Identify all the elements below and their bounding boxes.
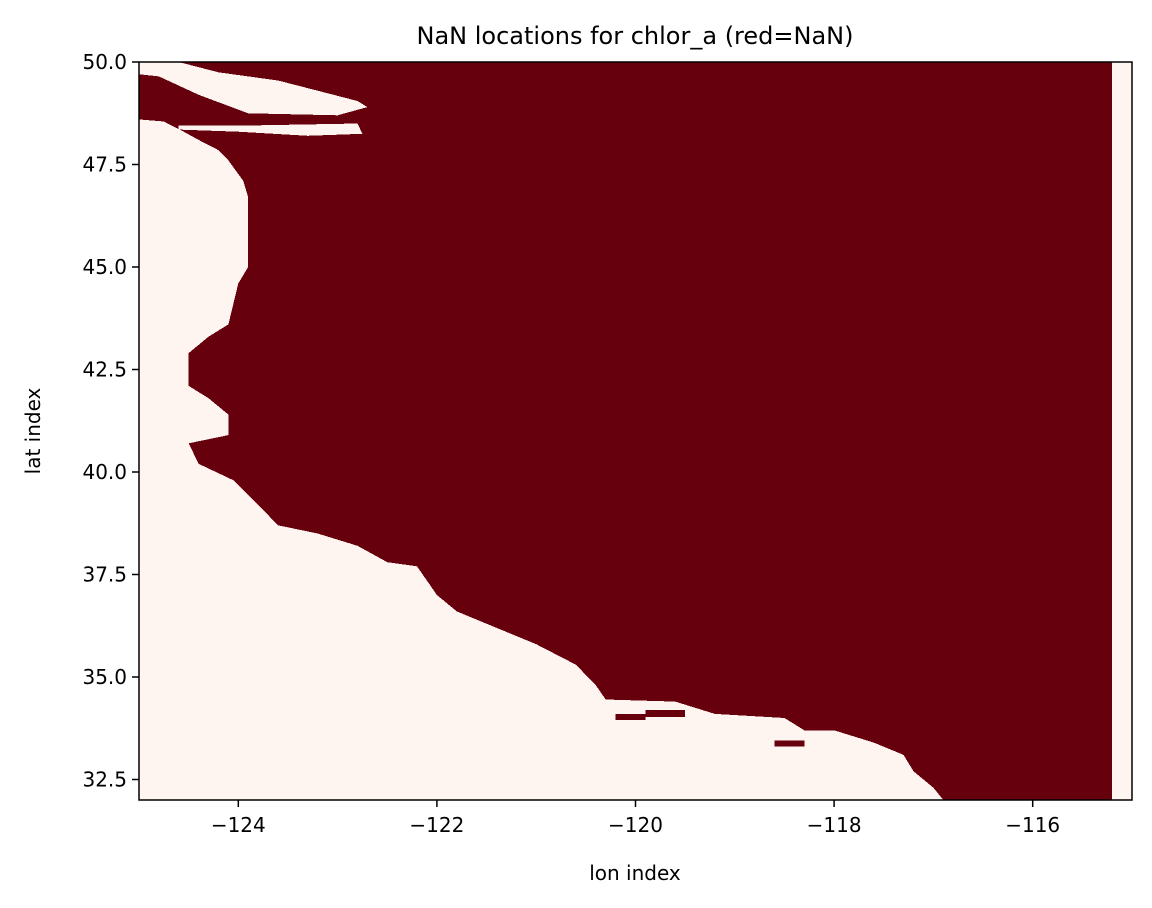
- nan-island: [645, 709, 686, 717]
- valid-patch: [238, 199, 249, 214]
- nan-island: [774, 740, 805, 747]
- plot-area: [139, 62, 1132, 800]
- y-tick-label: 42.5: [82, 358, 127, 382]
- x-tick-label: −116: [1005, 813, 1060, 837]
- x-tick-label: −120: [608, 813, 663, 837]
- y-tick-label: 47.5: [82, 153, 127, 177]
- y-tick-label: 37.5: [82, 563, 127, 587]
- y-tick-label: 50.0: [82, 50, 127, 74]
- y-axis-label: lat index: [21, 387, 45, 474]
- nan-island: [178, 121, 219, 125]
- x-axis: −124 −122 −120 −118 −116: [211, 800, 1060, 837]
- x-axis-label: lon index: [589, 861, 681, 885]
- x-tick-label: −122: [409, 813, 464, 837]
- y-tick-label: 32.5: [82, 768, 127, 792]
- y-tick-label: 45.0: [82, 255, 127, 279]
- valid-patch: [139, 62, 368, 116]
- x-tick-label: −118: [807, 813, 862, 837]
- chart-title: NaN locations for chlor_a (red=NaN): [417, 22, 854, 50]
- y-axis: 32.5 35.0 37.5 40.0 42.5 45.0 47.5 50.0: [82, 50, 139, 792]
- nan-island: [615, 713, 646, 720]
- x-tick-label: −124: [211, 813, 266, 837]
- valid-patch: [178, 123, 363, 136]
- y-tick-label: 40.0: [82, 460, 127, 484]
- y-tick-label: 35.0: [82, 665, 127, 689]
- nan-region: [139, 62, 1113, 800]
